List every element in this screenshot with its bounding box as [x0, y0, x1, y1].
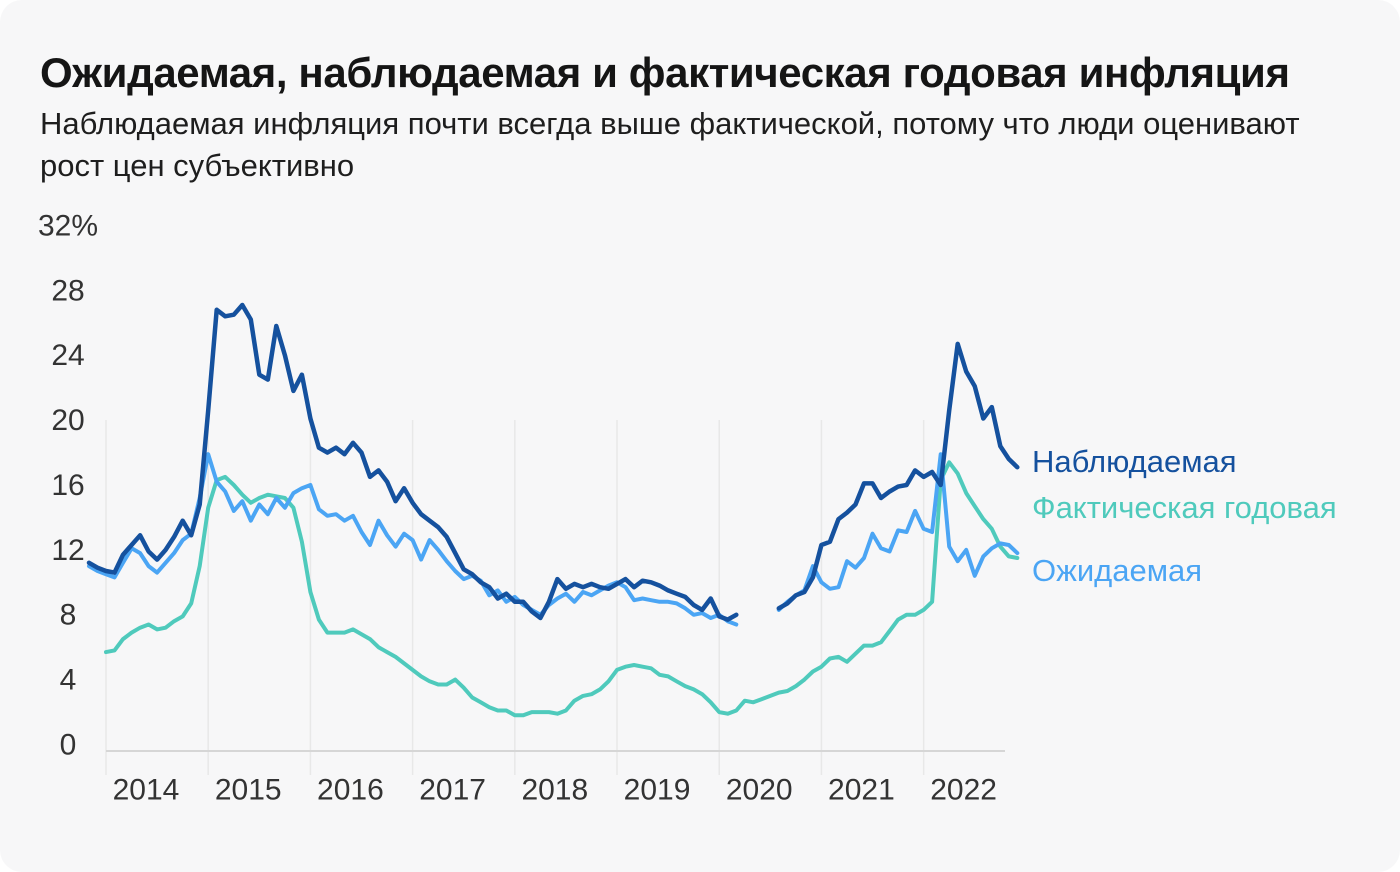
x-tick-label: 2018 [521, 774, 588, 807]
series-line-Наблюдаемая [86, 302, 1020, 622]
y-tick-label: 8 [60, 599, 77, 632]
x-tick-label: 2014 [113, 774, 180, 807]
x-axis-labels: 2014 2015 2016 2017 2018 2019 2020 2021 2022 [113, 774, 997, 807]
y-tick-label: 16 [51, 469, 84, 502]
y-tick-label: 24 [51, 339, 84, 372]
y-axis-labels: 32% 28 24 20 16 12 8 4 0 [38, 209, 98, 761]
chart-subtitle: Наблюдаемая инфляция почти всегда выше ф… [40, 106, 1300, 183]
series-line-Фактическая годовая [104, 460, 1020, 718]
legend-label-expected: Ожидаемая [1032, 553, 1203, 588]
y-tick-label: 20 [51, 404, 84, 437]
x-tick-label: 2015 [215, 774, 282, 807]
y-tick-label: 32% [38, 209, 98, 242]
y-tick-label: 12 [51, 534, 84, 567]
x-tick-label: 2021 [828, 774, 895, 807]
x-tick-label: 2019 [624, 774, 691, 807]
y-tick-label: 4 [60, 664, 77, 697]
x-tick-label: 2020 [726, 774, 793, 807]
y-tick-label: 28 [51, 274, 84, 307]
page-title: Ожидаемая, наблюдаемая и фактическая год… [40, 49, 1290, 96]
x-tick-label: 2017 [419, 774, 486, 807]
x-tick-label: 2016 [317, 774, 384, 807]
legend-label-actual: Фактическая годовая [1032, 490, 1337, 525]
legend-label-observed: Наблюдаемая [1032, 444, 1237, 479]
x-tick-label: 2022 [930, 774, 997, 807]
y-tick-label: 0 [60, 729, 77, 762]
